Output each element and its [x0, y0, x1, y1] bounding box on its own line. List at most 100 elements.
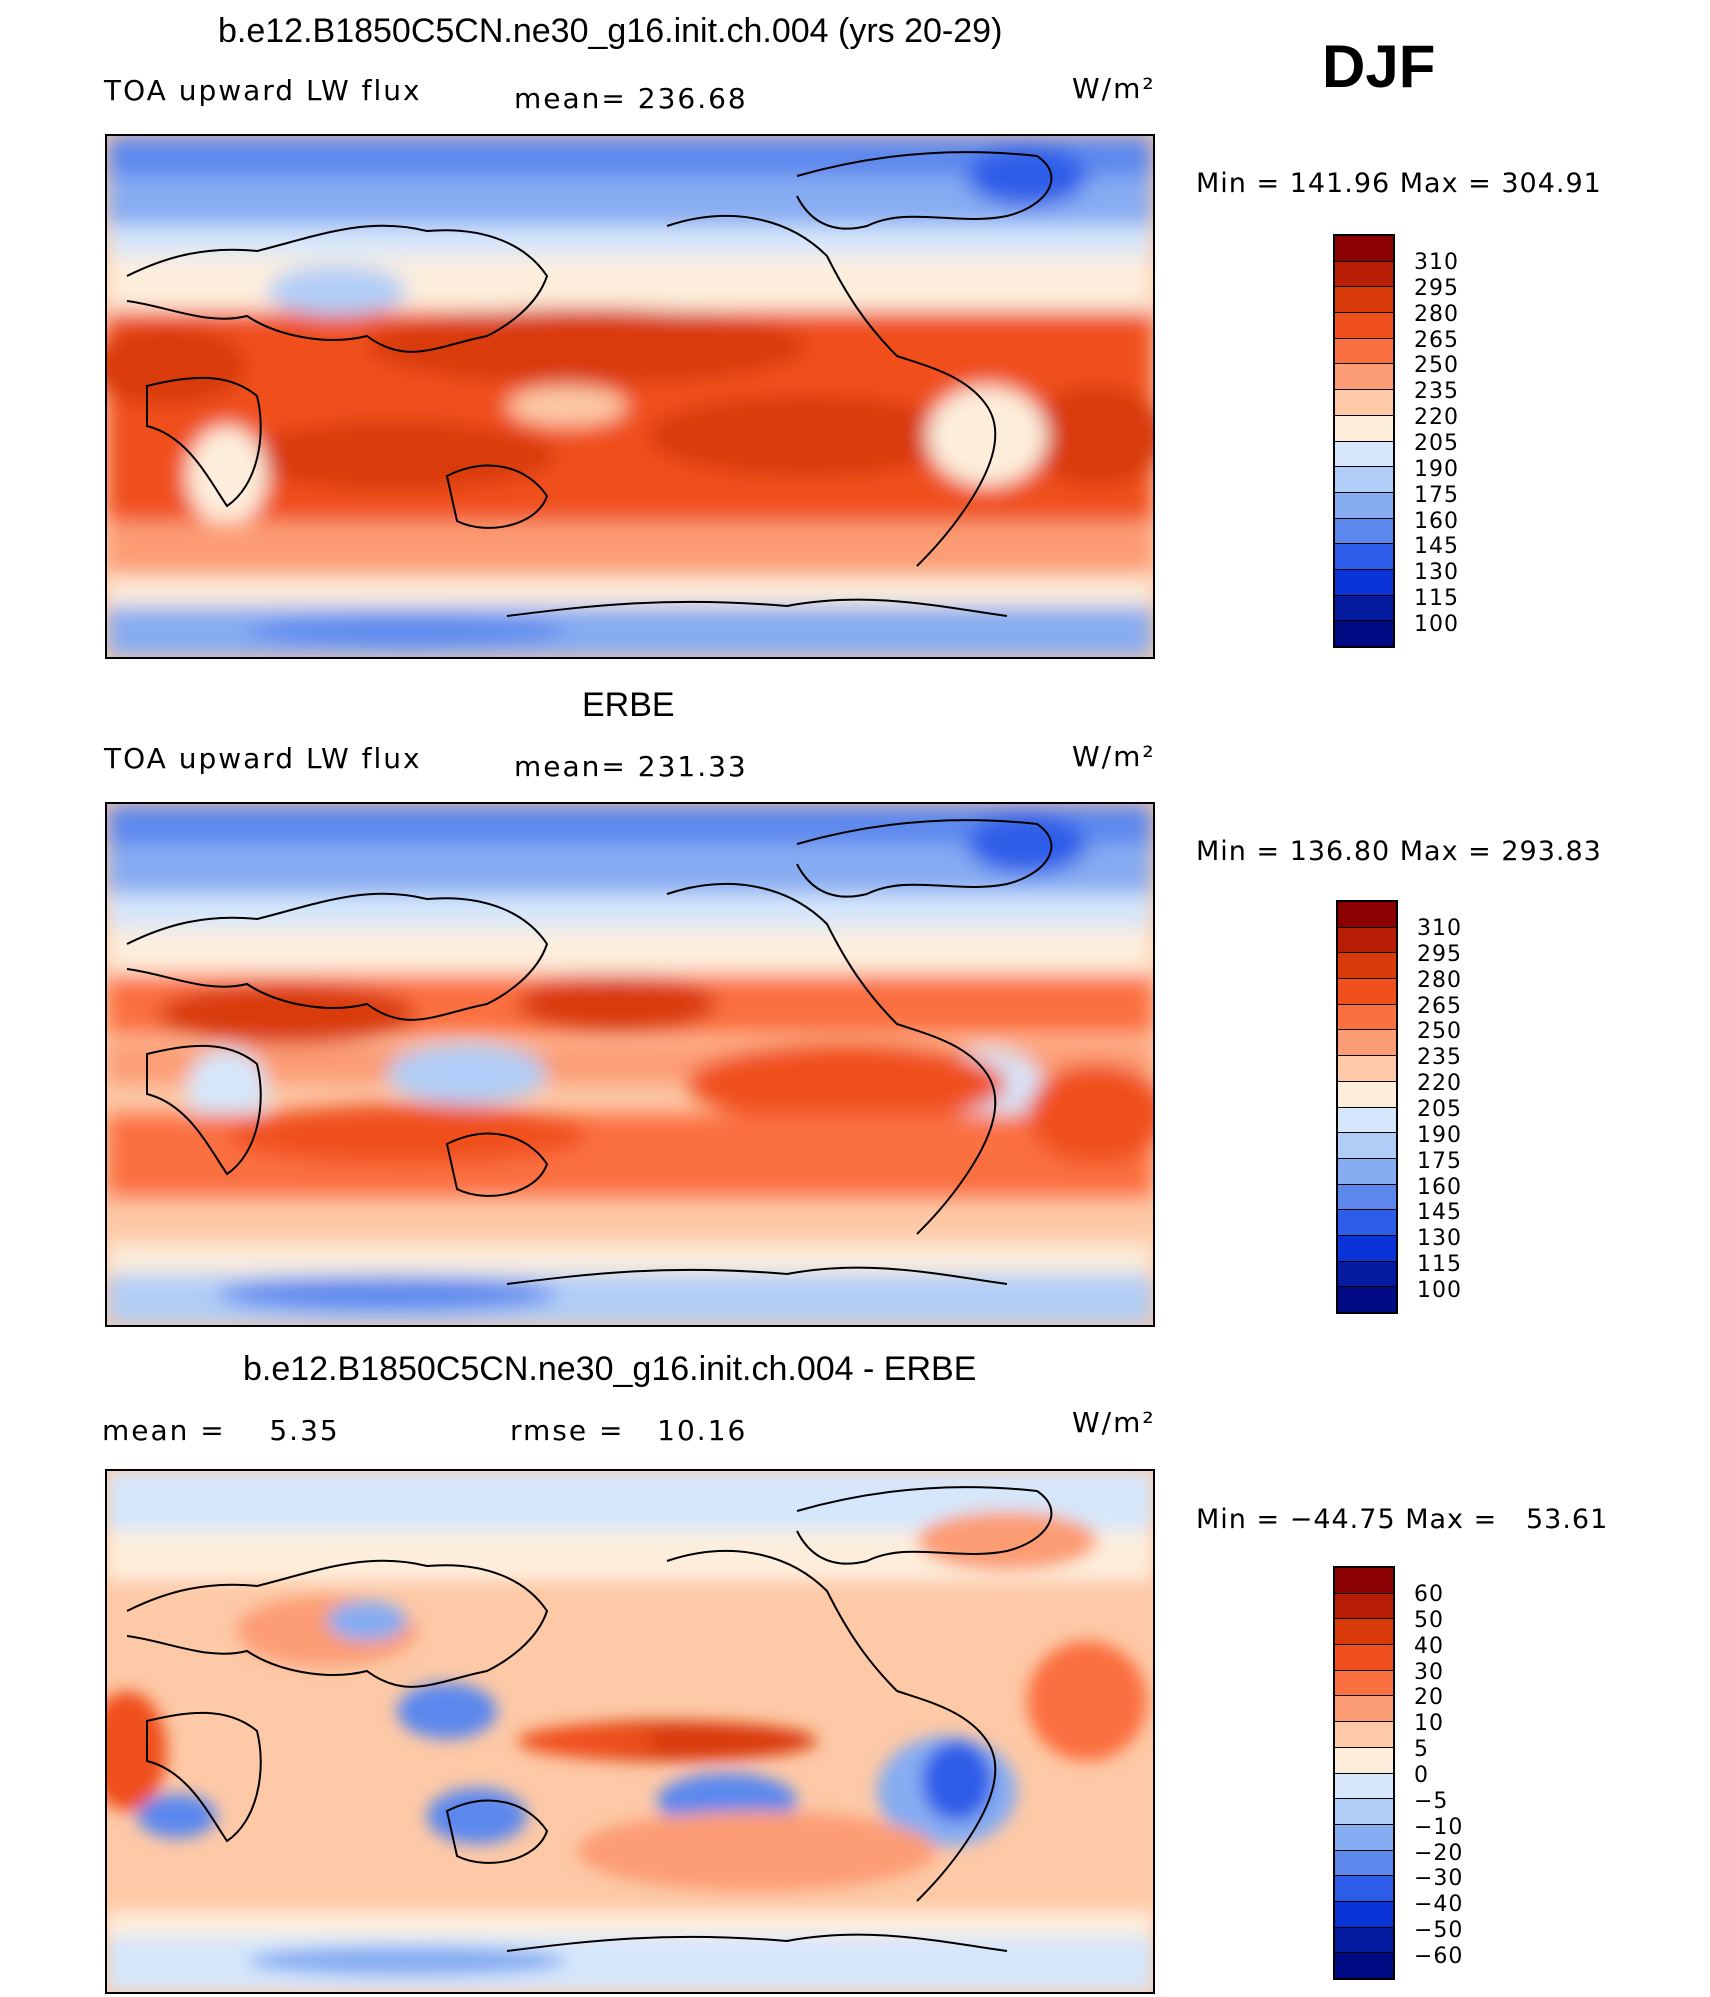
colorbar-label: 265 [1414, 327, 1459, 353]
colorbar-label: 205 [1414, 430, 1459, 456]
colorbar-label: −30 [1414, 1866, 1464, 1892]
panel3-minmax: Min = −44.75 Max = 53.61 [1196, 1504, 1609, 1535]
colorbar-label: 175 [1414, 482, 1459, 508]
colorbar-label: 145 [1417, 1200, 1462, 1226]
colorbar-swatch [1335, 236, 1393, 262]
colorbar-label: 30 [1414, 1659, 1444, 1685]
colorbar-swatch [1335, 544, 1393, 570]
colorbar-swatch [1335, 1901, 1393, 1928]
colorbar-label: −20 [1414, 1840, 1464, 1866]
colorbar-label: 310 [1414, 249, 1459, 275]
colorbar-swatch [1335, 1619, 1393, 1646]
colorbar-label: −40 [1414, 1892, 1464, 1918]
colorbar-label: 100 [1417, 1277, 1462, 1303]
colorbar-label: 60 [1414, 1581, 1444, 1607]
colorbar-label: 295 [1417, 941, 1462, 967]
colorbar-swatch [1338, 927, 1396, 954]
colorbar-label: 100 [1414, 611, 1459, 637]
panel2-title: ERBE [582, 686, 675, 724]
panel2-colorbar-labels: 310 295 280 265 250 235 220 205 190 175 … [1417, 916, 1462, 1304]
colorbar-swatch [1338, 979, 1396, 1005]
panel1-minmax: Min = 141.96 Max = 304.91 [1196, 168, 1602, 199]
colorbar-label: 250 [1417, 1019, 1462, 1045]
colorbar-label: −10 [1414, 1814, 1464, 1840]
colorbar-swatch [1338, 1261, 1396, 1288]
panel2-variable: TOA upward LW flux [104, 742, 422, 775]
panel2-mean: mean= 231.33 [514, 750, 748, 783]
colorbar-label: 130 [1417, 1226, 1462, 1252]
colorbar-swatch [1338, 1133, 1396, 1159]
colorbar-label: 130 [1414, 560, 1459, 586]
colorbar-label: 50 [1414, 1607, 1444, 1633]
colorbar-swatch [1335, 390, 1393, 416]
colorbar-swatch [1338, 1030, 1396, 1057]
colorbar-label: 265 [1417, 993, 1462, 1019]
panel1-variable: TOA upward LW flux [104, 74, 422, 107]
panel1-mean: mean= 236.68 [514, 82, 748, 115]
colorbar-swatch [1338, 1287, 1396, 1312]
colorbar-label: 145 [1414, 534, 1459, 560]
colorbar-swatch [1335, 1850, 1393, 1877]
colorbar-label: 190 [1414, 456, 1459, 482]
season-label: DJF [1322, 33, 1436, 100]
colorbar-label: 175 [1417, 1148, 1462, 1174]
colorbar-swatch [1335, 1670, 1393, 1697]
colorbar-label: −5 [1414, 1788, 1449, 1814]
colorbar-swatch [1335, 595, 1393, 622]
colorbar-swatch [1335, 467, 1393, 493]
panel3-map [105, 1469, 1155, 1994]
colorbar-swatch [1338, 902, 1396, 928]
panel2-map [105, 802, 1155, 1327]
panel1-map [105, 134, 1155, 659]
colorbar-swatch [1335, 569, 1393, 596]
colorbar-label: 5 [1414, 1737, 1429, 1763]
colorbar-label: 220 [1414, 405, 1459, 431]
colorbar-swatch [1335, 1953, 1393, 1978]
colorbar-label: 115 [1417, 1252, 1462, 1278]
colorbar-swatch [1338, 1107, 1396, 1134]
colorbar-swatch [1335, 261, 1393, 288]
colorbar-swatch [1338, 1004, 1396, 1031]
colorbar-label: −60 [1414, 1943, 1464, 1969]
colorbar-label: 0 [1414, 1762, 1429, 1788]
colorbar-label: 235 [1417, 1045, 1462, 1071]
colorbar-swatch [1335, 1773, 1393, 1800]
colorbar-label: 190 [1417, 1122, 1462, 1148]
colorbar-swatch [1338, 1184, 1396, 1211]
panel3-title: b.e12.B1850C5CN.ne30_g16.init.ch.004 - E… [243, 1350, 977, 1388]
colorbar-swatch [1338, 953, 1396, 980]
colorbar-label: 205 [1417, 1096, 1462, 1122]
colorbar-label: 160 [1414, 508, 1459, 534]
panel1-colorbar [1333, 234, 1395, 648]
colorbar-swatch [1335, 313, 1393, 339]
colorbar-label: 115 [1414, 586, 1459, 612]
panel3-units: W/m² [1072, 1406, 1156, 1439]
colorbar-swatch [1335, 1645, 1393, 1671]
colorbar-swatch [1335, 1722, 1393, 1748]
colorbar-swatch [1338, 1158, 1396, 1185]
panel2-colorbar [1336, 900, 1398, 1314]
colorbar-label: 220 [1417, 1071, 1462, 1097]
panel1-units: W/m² [1072, 72, 1156, 105]
colorbar-label: 20 [1414, 1685, 1444, 1711]
colorbar-label: 40 [1414, 1633, 1444, 1659]
colorbar-swatch [1335, 1696, 1393, 1723]
colorbar-swatch [1335, 415, 1393, 442]
colorbar-label: 280 [1417, 967, 1462, 993]
panel3-rmse: rmse = 10.16 [510, 1414, 748, 1447]
colorbar-swatch [1335, 1568, 1393, 1594]
colorbar-label: 160 [1417, 1174, 1462, 1200]
colorbar-swatch [1335, 1747, 1393, 1774]
panel3-colorbar [1333, 1566, 1395, 1980]
colorbar-swatch [1338, 1056, 1396, 1082]
colorbar-swatch [1335, 1927, 1393, 1954]
panel2-units: W/m² [1072, 740, 1156, 773]
colorbar-label: −50 [1414, 1918, 1464, 1944]
colorbar-swatch [1335, 287, 1393, 314]
colorbar-swatch [1338, 1235, 1396, 1262]
colorbar-label: 10 [1414, 1711, 1444, 1737]
panel2-minmax: Min = 136.80 Max = 293.83 [1196, 836, 1602, 867]
panel3-mean: mean = 5.35 [102, 1414, 340, 1447]
panel1-title: b.e12.B1850C5CN.ne30_g16.init.ch.004 (yr… [218, 12, 1003, 50]
colorbar-label: 280 [1414, 301, 1459, 327]
